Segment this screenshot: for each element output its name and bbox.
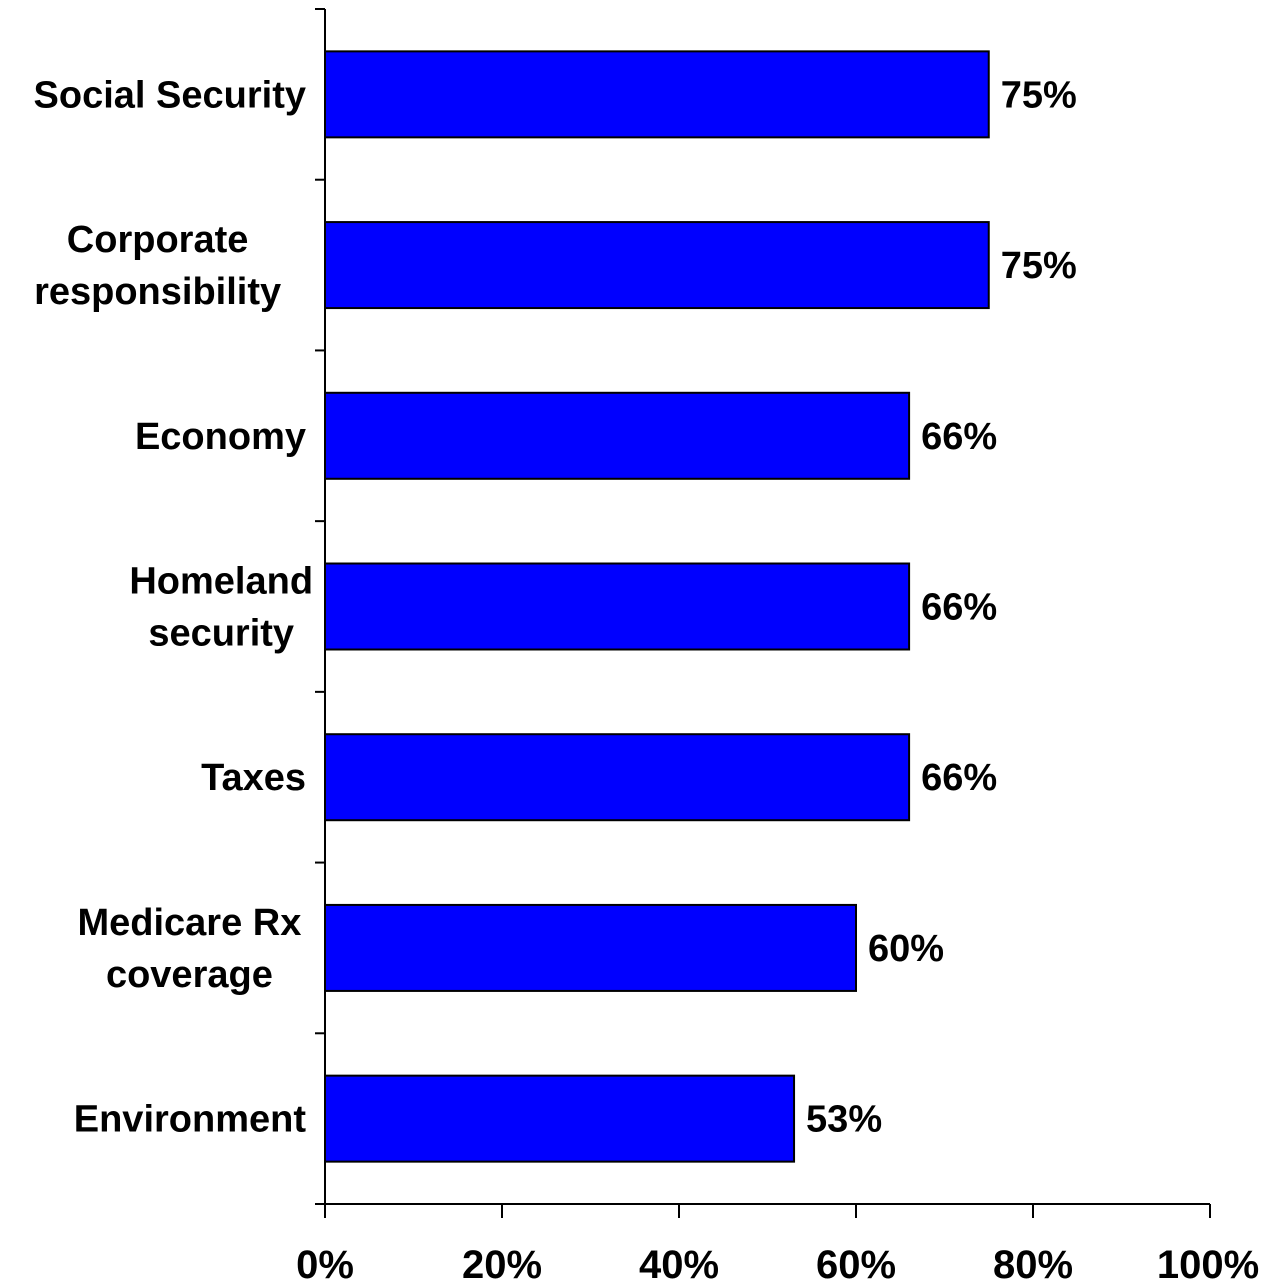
category-label-6: Environment: [74, 1099, 307, 1141]
category-label-5-line-0: Medicare Rx: [77, 902, 301, 944]
category-label-2: Economy: [135, 416, 306, 458]
value-label-5: 60%: [868, 928, 944, 970]
category-label-3-line-0: Homeland: [129, 561, 313, 603]
x-tick-label-1: 20%: [462, 1243, 542, 1285]
value-label-6: 53%: [806, 1099, 882, 1141]
bar-3: [324, 562, 911, 651]
x-tick-label-4: 80%: [993, 1243, 1073, 1285]
category-label-1-line-0: Corporate: [67, 219, 249, 261]
bars-layer: [324, 50, 990, 1163]
bar-4: [324, 733, 911, 822]
category-label-3-line-1: security: [148, 613, 294, 655]
value-label-3: 66%: [921, 587, 997, 629]
category-label-5-line-1: coverage: [106, 954, 273, 996]
bar-2: [324, 391, 911, 480]
x-tick-label-2: 40%: [639, 1243, 719, 1285]
category-label-0-line-0: Social Security: [34, 74, 306, 116]
x-tick-label-5: 100%: [1157, 1243, 1259, 1285]
category-label-0: Social Security: [34, 74, 306, 116]
category-label-1: Corporate responsibility: [34, 219, 281, 313]
category-label-5: Medicare Rx coverage: [77, 902, 301, 996]
category-label-4: Taxes: [201, 757, 306, 799]
value-label-0: 75%: [1001, 74, 1077, 116]
labels-layer: 75% Social Security 75% Corporate responsibi…: [34, 74, 1260, 1285]
value-label-1: 75%: [1001, 245, 1077, 287]
value-label-2: 66%: [921, 416, 997, 458]
x-tick-label-3: 60%: [816, 1243, 896, 1285]
bar-1: [324, 221, 990, 310]
axes-layer: [315, 8, 1211, 1218]
category-label-6-line-0: Environment: [74, 1099, 307, 1141]
category-label-1-line-1: responsibility: [34, 271, 281, 313]
bar-0: [324, 50, 990, 139]
bar-6: [324, 1074, 796, 1163]
category-label-3: Homeland security: [129, 561, 313, 655]
value-label-4: 66%: [921, 757, 997, 799]
category-label-4-line-0: Taxes: [201, 757, 306, 799]
category-label-2-line-0: Economy: [135, 416, 306, 458]
x-tick-label-0: 0%: [296, 1243, 354, 1285]
bar-5: [324, 903, 857, 992]
